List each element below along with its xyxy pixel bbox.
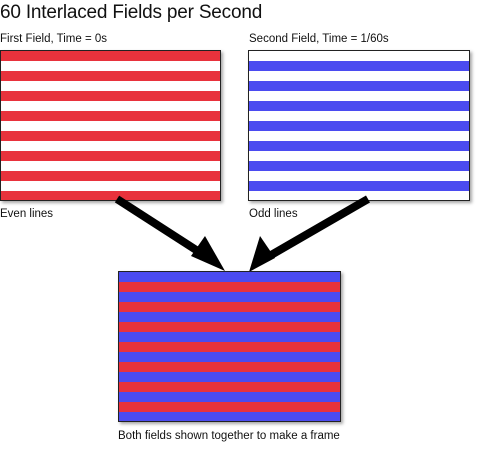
scan-line: [1, 181, 220, 191]
first-field-caption: Even lines: [0, 208, 54, 220]
scan-line: [1, 171, 220, 181]
scan-line: [1, 191, 220, 200]
second-field-box: [248, 50, 470, 201]
scan-line: [249, 81, 469, 91]
scan-line: [249, 51, 469, 61]
scan-line: [249, 141, 469, 151]
scan-line: [249, 91, 469, 101]
left-arrow: [114, 195, 225, 271]
diagram-title: 60 Interlaced Fields per Second: [0, 2, 263, 23]
scan-line: [1, 51, 220, 61]
scan-line: [119, 392, 340, 402]
scan-line: [1, 61, 220, 71]
scan-line: [119, 382, 340, 392]
scan-line: [1, 141, 220, 151]
first-field-heading: First Field, Time = 0s: [0, 33, 108, 45]
scan-line: [249, 111, 469, 121]
scan-line: [249, 161, 469, 171]
scan-line: [1, 71, 220, 81]
scan-line: [249, 171, 469, 181]
scan-line: [1, 151, 220, 161]
scan-line: [119, 352, 340, 362]
combined-frame-box: [118, 271, 341, 422]
scan-line: [249, 61, 469, 71]
scan-line: [119, 332, 340, 342]
scan-line: [119, 372, 340, 382]
scan-line: [249, 71, 469, 81]
scan-line: [249, 131, 469, 141]
frame-caption: Both fields shown together to make a fra…: [118, 430, 340, 442]
scan-line: [119, 272, 340, 282]
scan-line: [249, 151, 469, 161]
right-arrow: [249, 195, 371, 272]
scan-line: [1, 121, 220, 131]
scan-line: [1, 111, 220, 121]
scan-line: [119, 402, 340, 412]
second-field-heading: Second Field, Time = 1/60s: [249, 33, 389, 45]
scan-line: [249, 191, 469, 200]
scan-line: [1, 101, 220, 111]
scan-line: [1, 161, 220, 171]
scan-line: [1, 81, 220, 91]
scan-line: [119, 412, 340, 421]
scan-line: [119, 282, 340, 292]
scan-line: [119, 342, 340, 352]
scan-line: [249, 121, 469, 131]
scan-line: [119, 302, 340, 312]
first-field-box: [0, 50, 221, 201]
scan-line: [119, 362, 340, 372]
scan-line: [249, 181, 469, 191]
scan-line: [119, 292, 340, 302]
scan-line: [119, 312, 340, 322]
scan-line: [119, 322, 340, 332]
scan-line: [1, 131, 220, 141]
second-field-caption: Odd lines: [249, 208, 298, 220]
scan-line: [249, 101, 469, 111]
scan-line: [1, 91, 220, 101]
